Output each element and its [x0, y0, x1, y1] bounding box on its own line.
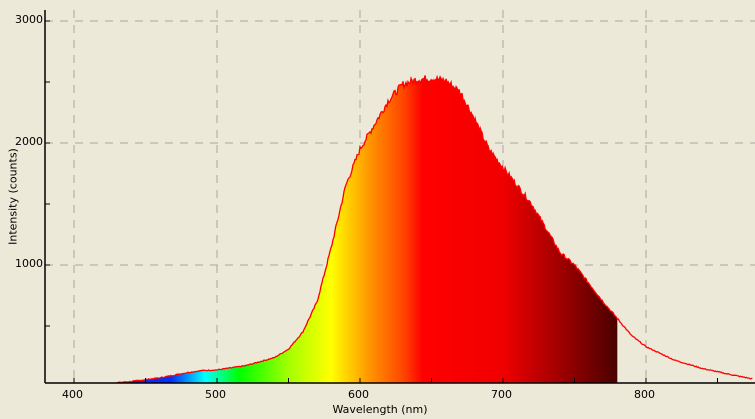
x-tick-label: 400: [62, 388, 83, 401]
x-tick-label: 700: [491, 388, 512, 401]
axis-ticks: [45, 20, 718, 383]
axes: [44, 10, 755, 384]
y-tick-label: 3000: [15, 13, 43, 26]
y-tick-label: 2000: [15, 135, 43, 148]
x-tick-label: 800: [634, 388, 655, 401]
y-tick-label: 1000: [15, 257, 43, 270]
spectrum-fill: [59, 75, 618, 383]
y-axis-label: Intensity (counts): [6, 148, 20, 245]
x-axis-label: Wavelength (nm): [332, 403, 428, 416]
spectrum-line: [102, 74, 753, 383]
x-tick-label: 500: [205, 388, 226, 401]
x-tick-label: 600: [348, 388, 369, 401]
